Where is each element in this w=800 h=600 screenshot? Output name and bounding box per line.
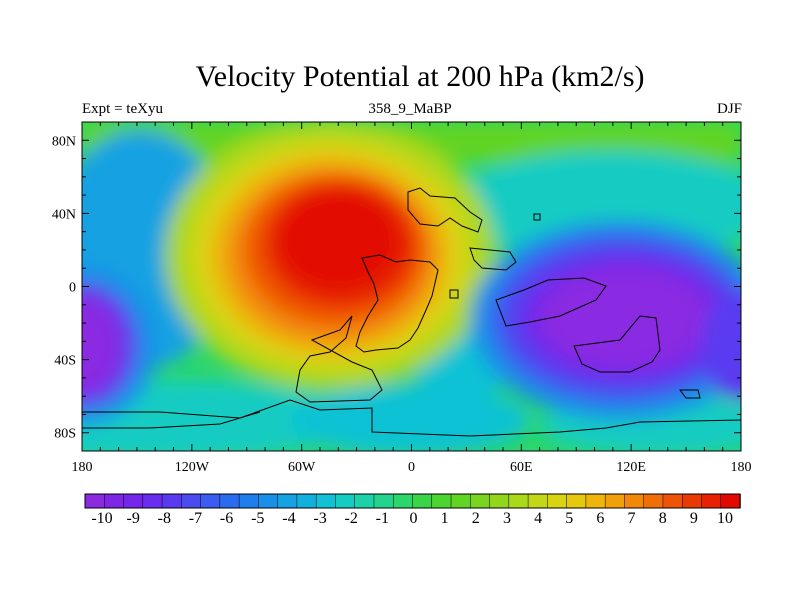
colorbar: -10 -9 -8 -7 -6 -5 -4 -3 -2 -1 0 1 2 3 4 5 6 7 8 9 10	[84, 493, 741, 527]
south-atlantic-band	[290, 385, 530, 451]
colorbar-label: -7	[189, 510, 202, 527]
colorbar-label: -2	[345, 510, 358, 527]
colorbar-label: 4	[534, 510, 542, 527]
colorbar-swatch	[392, 493, 414, 509]
season-label: DJF	[716, 101, 742, 117]
colorbar-swatch	[142, 493, 163, 509]
colorbar-swatch	[662, 493, 683, 509]
southern-band	[82, 380, 360, 451]
lon-tick-label: 120W	[175, 460, 210, 475]
europe-outline	[407, 187, 483, 233]
colorbar-swatch	[450, 493, 472, 509]
colorbar-swatch	[335, 493, 356, 509]
colorbar-swatch	[624, 493, 645, 509]
colorbar-swatch	[566, 493, 587, 509]
colorbar-swatch	[104, 493, 125, 509]
arabia-outline	[469, 247, 517, 271]
axis-labels: 180 120W 60W 0 60E 120E 180 80N 40N 0 40S 80S	[52, 134, 752, 475]
colorbar-label: -9	[126, 510, 139, 527]
asia-outline	[495, 277, 607, 327]
colorbar-swatch	[508, 493, 529, 509]
colorbar-label: 2	[472, 510, 480, 527]
field-contours	[82, 122, 741, 451]
negative-core	[540, 268, 710, 368]
colorbar-swatch	[258, 493, 279, 509]
colorbar-swatch	[219, 493, 240, 509]
colorbar-swatch	[84, 493, 106, 509]
lon-tick-label: 120E	[616, 460, 646, 475]
new-zealand-outline	[679, 389, 701, 399]
colorbar-swatch	[181, 493, 202, 509]
colorbar-label: 3	[503, 510, 511, 527]
colorbar-swatch	[604, 493, 626, 509]
colorbar-label: -3	[313, 510, 326, 527]
east-negative-ring	[701, 290, 741, 400]
colorbar-swatch	[643, 493, 664, 509]
lat-tick-label: 80N	[52, 134, 76, 149]
colorbar-label: 10	[717, 510, 733, 527]
coastlines	[82, 187, 741, 437]
lat-tick-label: 80S	[54, 427, 76, 442]
inland-sea-outline	[533, 213, 541, 221]
colorbar-swatch	[547, 493, 568, 509]
field-layer	[82, 122, 741, 451]
colorbar-label: -5	[251, 510, 264, 527]
colorbar-swatch	[470, 493, 491, 509]
colorbar-label: -1	[376, 510, 389, 527]
lon-tick-label: 180	[731, 460, 752, 475]
page-title: Velocity Potential at 200 hPa (km2/s)	[195, 60, 645, 93]
lat-tick-label: 40S	[54, 354, 76, 369]
colorbar-swatch	[123, 493, 144, 509]
colorbar-label: 8	[659, 510, 667, 527]
colorbar-swatch	[527, 493, 549, 509]
colorbar-swatch	[701, 493, 722, 509]
colorbar-label: 6	[596, 510, 604, 527]
colorbar-outline	[84, 493, 741, 509]
colorbar-swatch	[431, 493, 452, 509]
antarctica-outline	[82, 399, 741, 437]
experiment-label: Expt = teXyu	[82, 101, 163, 117]
colorbar-swatch	[315, 493, 337, 509]
lon-tick-label: 0	[408, 460, 415, 475]
period-label: 358_9_MaBP	[368, 101, 452, 117]
colorbar-swatch	[373, 493, 394, 509]
colorbar-swatch	[161, 493, 183, 509]
colorbar-swatch	[585, 493, 606, 509]
africa-outline	[355, 254, 439, 353]
positive-core	[278, 190, 398, 290]
colorbar-label: 7	[628, 510, 636, 527]
colorbar-swatch	[489, 493, 510, 509]
colorbar-swatch	[412, 493, 433, 509]
antarctica-shelf-outline	[82, 411, 261, 429]
colorbar-label: 9	[690, 510, 698, 527]
colorbar-swatch	[277, 493, 298, 509]
lon-tick-label: 180	[72, 460, 93, 475]
colorbar-swatch	[296, 493, 317, 509]
colorbar-label: -6	[220, 510, 233, 527]
australia-outline	[573, 315, 661, 373]
colorbar-swatch	[354, 493, 375, 509]
axis-ticks	[81, 121, 742, 452]
colorbar-label: -8	[158, 510, 171, 527]
lat-tick-label: 40N	[52, 207, 76, 222]
colorbar-label: -10	[91, 510, 112, 527]
colorbar-label: 0	[410, 510, 418, 527]
south-america-outline	[295, 315, 383, 403]
colorbar-label: -4	[282, 510, 295, 527]
colorbar-swatch	[681, 493, 703, 509]
west-negative-core	[82, 295, 122, 395]
colorbar-swatch	[200, 493, 221, 509]
colorbar-swatch	[238, 493, 260, 509]
lon-tick-label: 60W	[288, 460, 316, 475]
lat-tick-label: 0	[69, 281, 76, 296]
island-outline	[449, 289, 459, 299]
colorbar-label: 1	[441, 510, 449, 527]
colorbar-label: 5	[565, 510, 573, 527]
colorbar-swatch	[720, 493, 741, 509]
lon-tick-label: 60E	[510, 460, 533, 475]
